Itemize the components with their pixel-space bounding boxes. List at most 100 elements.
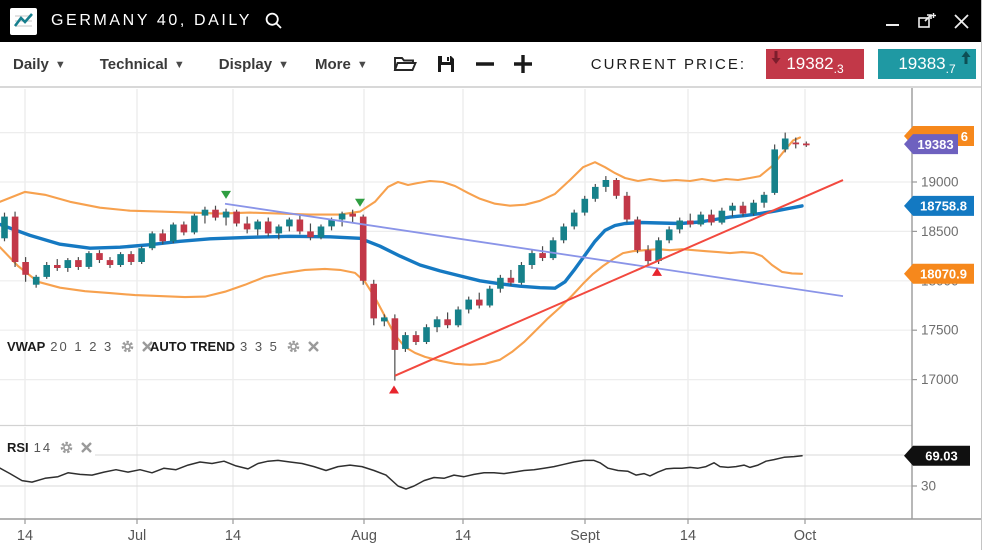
- price-axis-badge-text: 18070.9: [920, 266, 967, 281]
- candle-body: [222, 211, 230, 218]
- candle-body: [602, 180, 610, 187]
- price-chart-canvas[interactable]: 19000185001800017500170003014Jul14Aug14S…: [0, 88, 982, 550]
- candle-body: [718, 210, 726, 223]
- candle-body: [32, 276, 40, 285]
- vwap-indicator-label: VWAP 20 1 2 3: [7, 339, 154, 354]
- candle-body: [676, 220, 683, 230]
- auto-trend-indicator-label: AUTO TREND 3 3 5: [150, 339, 319, 354]
- candle-body: [476, 299, 483, 306]
- auto-trend-line-up: [394, 179, 844, 377]
- candle-body: [264, 221, 272, 234]
- candle-body: [43, 265, 50, 277]
- trend-signal-down-triangle: [221, 190, 231, 199]
- candle-body: [180, 224, 188, 233]
- candle-body: [760, 194, 768, 203]
- buy-price-badge[interactable]: 19383.7: [878, 49, 976, 79]
- title-bar: GERMANY 40, DAILY: [0, 0, 981, 42]
- candle-body: [803, 143, 810, 146]
- chart-area: 19000185001800017500170003014Jul14Aug14S…: [0, 88, 982, 550]
- price-axis-badge: [904, 195, 974, 216]
- candle-body: [729, 205, 736, 211]
- auto-trend-settings-gear-icon[interactable]: [287, 340, 300, 353]
- candle-body: [11, 216, 19, 262]
- vwap-name: VWAP: [7, 339, 46, 354]
- candle-body: [317, 226, 325, 238]
- bollinger-upper-band: [0, 136, 802, 216]
- candle-body: [148, 233, 156, 249]
- search-icon[interactable]: [264, 11, 284, 31]
- date-tick-label: 14: [225, 528, 241, 544]
- candle-body: [433, 319, 441, 328]
- trend-signal-up-triangle: [389, 385, 399, 394]
- auto-trend-remove-icon[interactable]: [308, 341, 319, 352]
- price-axis-badge-text: 6: [961, 129, 968, 144]
- vwap-remove-icon[interactable]: [142, 341, 154, 352]
- candle-body: [497, 277, 504, 289]
- candle-body: [286, 219, 293, 227]
- candle-body: [117, 254, 124, 265]
- current-price-label: CURRENT PRICE:: [590, 55, 746, 73]
- popout-window-button[interactable]: [917, 12, 937, 30]
- chevron-down-icon: ▼: [278, 59, 289, 71]
- vwap-params: 20 1 2 3: [50, 339, 114, 354]
- candle-body: [423, 327, 430, 342]
- technical-menu[interactable]: Technical ▼: [100, 56, 185, 73]
- candle-body: [655, 240, 662, 261]
- chevron-down-icon: ▼: [173, 59, 185, 71]
- rsi-indicator-label: RSI 14: [7, 440, 92, 455]
- price-tick-label: 17000: [921, 372, 959, 387]
- candle-body: [138, 248, 145, 262]
- rsi-name: RSI: [7, 440, 29, 455]
- chevron-down-icon: ▼: [54, 59, 66, 71]
- candle-body: [127, 254, 135, 262]
- candle-body: [370, 283, 377, 319]
- date-tick-label: Sept: [570, 528, 600, 544]
- rsi-settings-gear-icon[interactable]: [60, 441, 73, 454]
- open-folder-icon[interactable]: [392, 53, 417, 75]
- buy-price-value: 19383: [898, 54, 946, 73]
- price-axis-badge-text: 19383: [917, 137, 953, 152]
- display-menu-label: Display: [218, 55, 273, 73]
- candle-body: [233, 211, 240, 224]
- save-icon[interactable]: [435, 53, 457, 75]
- display-menu[interactable]: Display ▼: [219, 56, 289, 73]
- candle-body: [349, 213, 356, 217]
- date-tick-label: Oct: [794, 528, 817, 544]
- app-chart-icon: [10, 7, 37, 35]
- date-tick-label: 14: [455, 528, 471, 544]
- candle-body: [64, 260, 72, 268]
- rsi-remove-icon[interactable]: [81, 442, 92, 453]
- candle-body: [528, 253, 536, 265]
- candle-body: [22, 262, 29, 275]
- rsi-params: 14: [33, 440, 53, 455]
- candle-body: [243, 223, 251, 230]
- zoom-in-button[interactable]: [513, 54, 533, 74]
- candle-body: [444, 319, 451, 326]
- zoom-out-button[interactable]: [475, 54, 495, 74]
- auto-trend-name: AUTO TREND: [150, 339, 235, 354]
- more-menu[interactable]: More ▼: [315, 56, 368, 73]
- candle-body: [307, 231, 314, 238]
- candle-body: [750, 202, 757, 214]
- candle-body: [781, 138, 789, 150]
- candle-body: [454, 309, 462, 326]
- candle-body: [708, 214, 715, 223]
- candle-body: [75, 260, 82, 267]
- candle-body: [96, 253, 103, 260]
- window-title: GERMANY 40, DAILY: [51, 12, 252, 29]
- sell-price-badge[interactable]: 19382.3: [766, 49, 864, 79]
- candle-body: [581, 198, 589, 213]
- vwap-settings-gear-icon[interactable]: [121, 340, 134, 353]
- candle-body: [296, 219, 304, 232]
- candle-body: [54, 265, 61, 268]
- candle-body: [507, 277, 515, 283]
- price-tick-label: 17500: [921, 323, 959, 338]
- candle-body: [359, 216, 367, 281]
- minimize-button[interactable]: [885, 13, 901, 29]
- candle-body: [212, 209, 219, 218]
- timeframe-menu-label: Daily: [13, 55, 49, 73]
- price-axis-badge: [904, 263, 974, 284]
- timeframe-menu[interactable]: Daily ▼: [13, 56, 66, 73]
- close-icon[interactable]: [953, 13, 970, 30]
